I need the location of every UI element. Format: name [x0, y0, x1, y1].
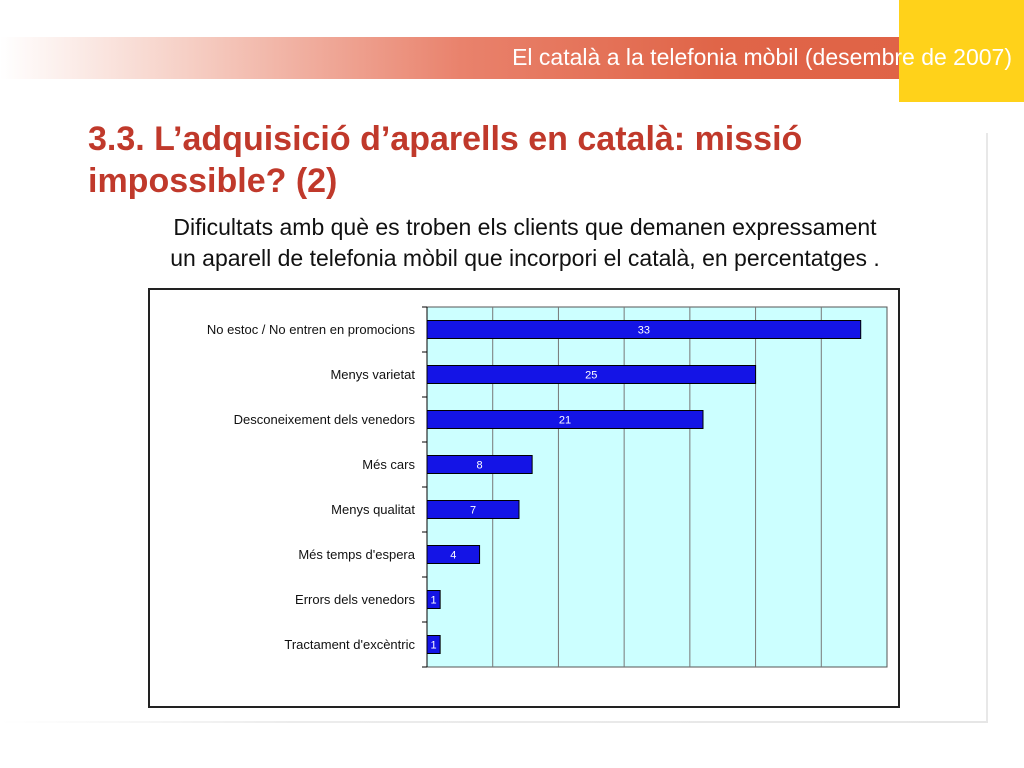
slide-title-line-1: 3.3. L’adquisició d’aparells en català: … [88, 120, 803, 158]
category-label: Més temps d'espera [298, 547, 415, 562]
category-label: Menys qualitat [331, 502, 415, 517]
slide-title-line-2: impossible? (2) [88, 162, 338, 200]
data-label: 25 [585, 370, 597, 382]
category-label: Errors dels venedors [295, 592, 415, 607]
bar [426, 320, 862, 339]
bar [426, 635, 441, 654]
data-label: 8 [477, 460, 483, 472]
chart-frame: No estoc / No entren en promocions 33 Meny… [148, 288, 900, 708]
header-bar [0, 37, 1024, 79]
data-label: 7 [470, 505, 476, 517]
category-label: Més cars [362, 457, 415, 472]
category-label: No estoc / No entren en promocions [207, 322, 416, 337]
slide-subtitle-line-2: un aparell de telefonia mòbil que incorp… [170, 245, 880, 271]
side-divider [986, 133, 988, 723]
slide-subtitle: Dificultats amb què es troben els client… [110, 212, 940, 274]
bottom-divider [0, 721, 988, 723]
data-label: 33 [638, 325, 650, 337]
bar [426, 545, 481, 564]
bar [426, 410, 704, 429]
slide-title: 3.3. L’adquisició d’aparells en català: … [88, 118, 948, 202]
data-label: 21 [559, 415, 571, 427]
bar [426, 500, 520, 519]
data-label: 4 [450, 550, 456, 562]
data-label: 1 [431, 595, 437, 607]
bar [426, 590, 441, 609]
category-label: Tractament d'excèntric [284, 637, 415, 652]
category-label: Menys varietat [330, 367, 415, 382]
bar [426, 365, 757, 384]
accent-block [899, 0, 1024, 102]
header-title: El català a la telefonia mòbil (desembre… [512, 44, 1012, 70]
slide-subtitle-line-1: Dificultats amb què es troben els client… [173, 214, 877, 240]
plot-area [426, 306, 888, 668]
bar [426, 455, 533, 474]
category-label: Desconeixement dels venedors [234, 412, 416, 427]
bar-chart: No estoc / No entren en promocions 33 Meny… [207, 306, 888, 668]
data-label: 1 [431, 640, 437, 652]
